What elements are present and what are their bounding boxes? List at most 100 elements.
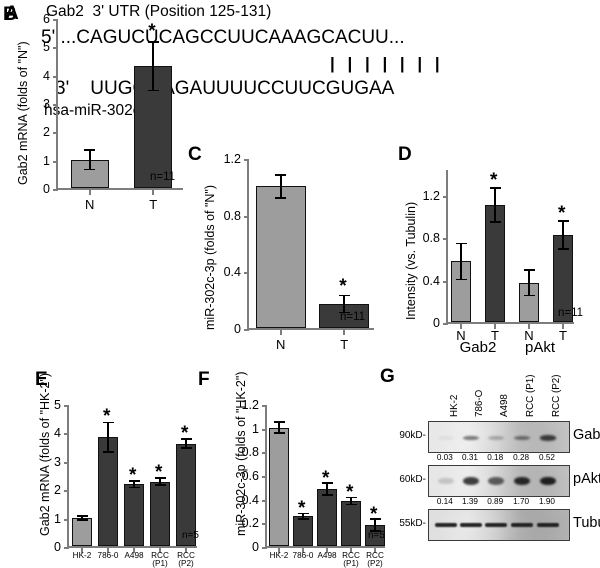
panel-b-n-label: n=11 xyxy=(150,171,176,183)
y-tick-label: 3 xyxy=(54,454,61,469)
error-bar-cap xyxy=(321,482,333,485)
x-tick xyxy=(185,548,187,553)
blot-mw-label: 60kD- xyxy=(399,474,426,485)
y-tick xyxy=(262,499,267,502)
y-tick-label: 2 xyxy=(43,125,50,140)
x-tick xyxy=(494,324,496,329)
bar-n xyxy=(255,186,306,328)
y-tick xyxy=(64,518,69,521)
y-tick xyxy=(64,547,69,549)
error-bar-cap xyxy=(84,148,96,151)
y-tick xyxy=(244,159,249,161)
panel-e-plot-area: 0 1 2 3 4 5 HK-2 * 786-0 * A498 * RCC (P1) * RCC (P2) xyxy=(54,399,197,568)
blot-band xyxy=(434,522,457,528)
y-tick-label: 3 xyxy=(43,97,50,111)
x-tick-label: A498 xyxy=(124,551,144,560)
panel-b: B Gab2 mRNA (folds of "N") 0 1 2 3 4 5 6 N * T n=… xyxy=(0,0,190,225)
bar-786-0 xyxy=(98,437,118,546)
error-bar-cap xyxy=(273,432,285,434)
error-bar xyxy=(350,497,352,505)
error-bar-cap xyxy=(455,242,467,245)
error-bar xyxy=(278,422,280,433)
error-bar-cap xyxy=(128,480,140,483)
panel-b-letter: B xyxy=(3,4,17,25)
x-tick xyxy=(159,548,161,553)
blot-membrane-gab2 xyxy=(428,421,570,453)
blot-quantification-value: 1.70 xyxy=(513,497,530,506)
significance-star: * xyxy=(148,20,156,42)
y-tick-label: 0 xyxy=(43,182,50,196)
y-tick-label: 0.8 xyxy=(241,445,259,460)
significance-star: * xyxy=(339,276,347,298)
blot-lane-label: RCC (P2) xyxy=(551,374,562,417)
panel-a-target-sequence: 5' ...CAGUCUCAGCCUUCAAAGCACUU... xyxy=(41,27,405,48)
blot-lane-label: HK-2 xyxy=(448,394,460,417)
panel-c-plot-area: 0 0.4 0.8 1.2 N * T xyxy=(224,153,374,351)
x-tick-label: N xyxy=(524,328,534,343)
y-tick-label: 1.2 xyxy=(422,188,440,203)
blot-band xyxy=(488,435,505,441)
x-tick-label: N xyxy=(276,337,286,352)
blot-quantification-value: 1.39 xyxy=(462,497,478,506)
panel-e-n-label: n=5 xyxy=(182,530,199,541)
y-tick-label: 1.2 xyxy=(223,152,241,166)
y-tick-label: 0.6 xyxy=(241,469,259,483)
x-tick xyxy=(81,548,83,553)
y-tick xyxy=(64,433,69,436)
blot-band xyxy=(488,476,505,486)
error-bar xyxy=(152,41,155,91)
error-bar-cap xyxy=(345,496,357,499)
bar-hk-2 xyxy=(269,427,289,546)
error-bar xyxy=(460,243,462,280)
error-bar-cap xyxy=(180,438,192,441)
blot-quantification-value: 0.03 xyxy=(436,453,453,462)
blot-band xyxy=(514,476,531,486)
y-tick-label: 0.8 xyxy=(223,208,241,223)
y-tick xyxy=(443,280,448,283)
error-bar-cap xyxy=(489,187,501,190)
x-tick-label: T xyxy=(491,328,499,343)
x-tick-label: T xyxy=(559,328,567,343)
y-tick xyxy=(262,428,267,431)
error-bar xyxy=(494,188,496,223)
blot-band xyxy=(539,435,557,441)
error-bar-cap xyxy=(338,311,350,314)
blot-row-name-pakt: pAkt xyxy=(573,471,600,487)
panel-a-title: Gab2 3' UTR (Position 125-131) xyxy=(46,3,272,20)
error-bar-cap xyxy=(369,517,381,520)
x-tick xyxy=(278,548,280,553)
y-tick-label: 0 xyxy=(234,322,241,336)
y-tick xyxy=(53,104,58,106)
x-tick-label: A498 xyxy=(317,551,337,560)
x-tick xyxy=(326,548,328,553)
error-bar-cap xyxy=(154,484,166,487)
blot-lane-label: A498 xyxy=(499,394,511,417)
y-tick xyxy=(53,160,58,163)
blot-quantification-value: 0.52 xyxy=(539,453,555,462)
panel-g-letter: G xyxy=(380,366,395,387)
x-tick xyxy=(279,330,282,335)
blot-lane-label: RCC (P1) xyxy=(525,374,537,417)
panel-d-y-axis-label: Intensity (vs. Tubulin) xyxy=(404,201,418,320)
panel-d-group-label-gab2: Gab2 xyxy=(459,339,497,356)
y-tick xyxy=(443,323,448,325)
y-tick-label: 0.2 xyxy=(241,516,259,531)
error-bar xyxy=(279,175,282,198)
error-bar-cap xyxy=(523,269,535,271)
y-tick xyxy=(64,461,69,464)
x-tick-label: 786-0 xyxy=(292,551,314,560)
x-tick xyxy=(528,324,530,329)
significance-star: * xyxy=(155,461,163,483)
significance-star: * xyxy=(103,406,111,428)
panel-f-letter: F xyxy=(198,369,210,390)
panel-a-mirna-name: hsa-miR-302c-3p xyxy=(44,102,163,119)
blot-membrane-tubulin xyxy=(428,509,570,541)
y-tick xyxy=(262,452,267,455)
x-tick-label: T xyxy=(340,337,349,352)
error-bar-cap xyxy=(76,514,88,517)
blot-quantification-value: 0.28 xyxy=(513,453,530,462)
error-bar-cap xyxy=(455,278,467,281)
y-tick xyxy=(262,523,267,526)
error-bar-cap xyxy=(275,174,287,176)
error-bar-cap xyxy=(338,294,350,297)
